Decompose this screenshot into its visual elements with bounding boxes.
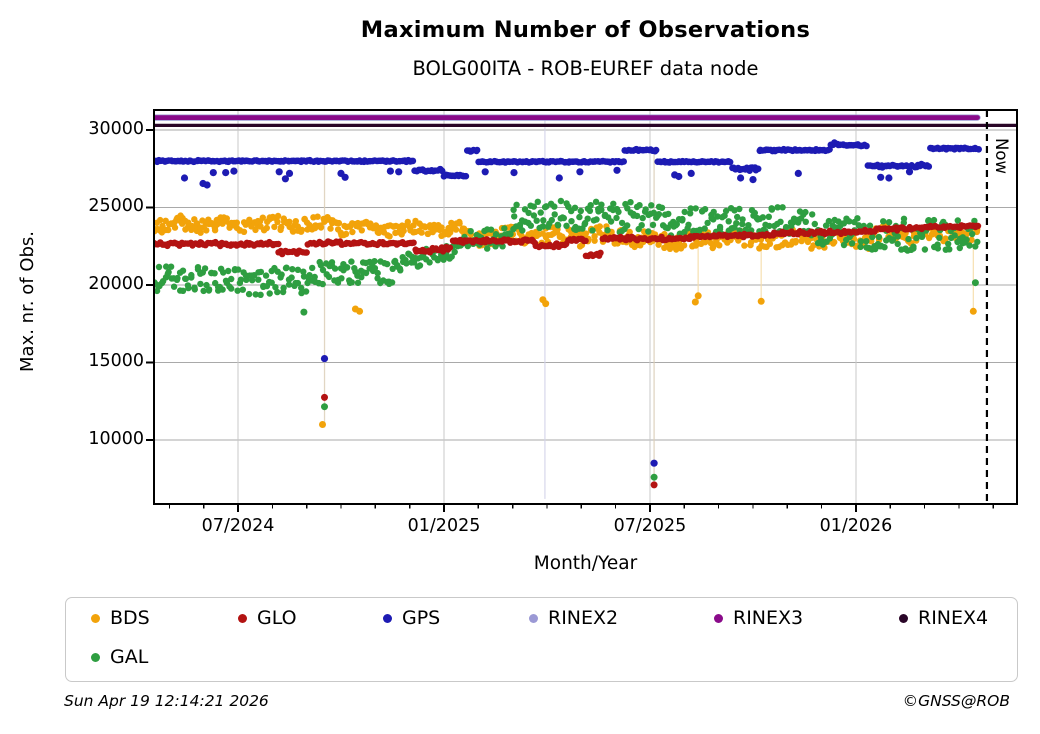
x-tick-01/2025: 01/2025 (407, 516, 481, 536)
legend-item-glo: GLO (238, 606, 297, 630)
legend-item-bds: BDS (91, 606, 150, 630)
now-label: Now (992, 138, 1011, 174)
timestamp: Sun Apr 19 12:14:21 2026 (64, 692, 269, 710)
legend-label: BDS (110, 607, 150, 629)
chart-subtitle: BOLG00ITA - ROB-EUREF data node (412, 57, 759, 80)
y-tick-10000: 10000 (88, 428, 144, 449)
legend-label: GAL (110, 646, 149, 668)
legend-item-rinex4: RINEX4 (899, 606, 988, 630)
x-tick-01/2026: 01/2026 (819, 516, 893, 536)
x-tick-07/2024: 07/2024 (201, 516, 275, 536)
y-tick-30000: 30000 (88, 118, 144, 139)
legend-label: RINEX4 (918, 607, 989, 629)
legend-marker-rinex4-icon (899, 613, 908, 623)
legend: BDS GLO GPS RINEX2 RINEX3 RINEX4 GAL (65, 597, 1018, 682)
legend-marker-gal-icon (91, 652, 100, 662)
legend-item-gal: GAL (91, 645, 148, 669)
y-tick-20000: 20000 (88, 273, 144, 294)
legend-marker-rinex3-icon (714, 613, 723, 623)
legend-label: GPS (402, 607, 441, 629)
legend-label: RINEX2 (548, 607, 619, 629)
legend-marker-rinex2-icon (529, 613, 538, 623)
y-tick-25000: 25000 (88, 196, 144, 217)
credit: ©GNSS@ROB (902, 692, 1010, 710)
y-tick-15000: 15000 (88, 351, 144, 372)
x-tick-07/2025: 07/2025 (613, 516, 687, 536)
legend-label: GLO (257, 607, 297, 629)
legend-marker-gps-icon (383, 613, 392, 623)
legend-marker-bds-icon (91, 613, 100, 623)
x-axis-label: Month/Year (533, 553, 638, 574)
legend-item-rinex2: RINEX2 (529, 606, 618, 630)
chart-title: Maximum Number of Observations (360, 17, 811, 43)
legend-item-rinex3: RINEX3 (714, 606, 803, 630)
legend-marker-glo-icon (238, 613, 247, 623)
legend-item-gps: GPS (383, 606, 440, 630)
legend-label: RINEX3 (733, 607, 804, 629)
